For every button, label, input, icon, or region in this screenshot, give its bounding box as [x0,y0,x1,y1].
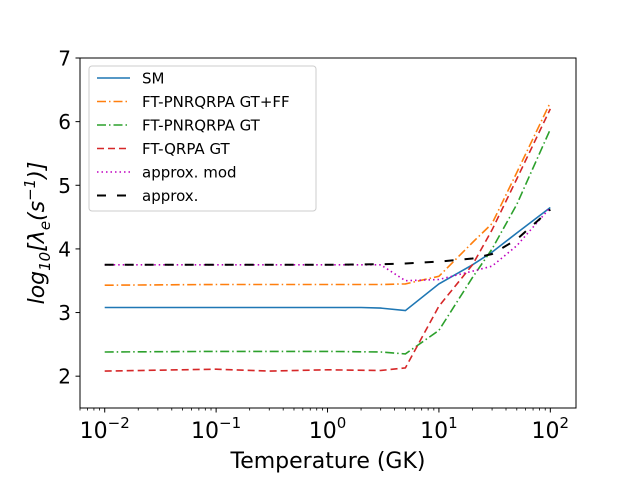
x-tick-label: 102 [532,414,570,444]
y-tick-label: 7 [58,47,71,71]
legend-box [88,65,317,212]
x-tick-label: 100 [309,414,347,444]
x-tick-layer: 10−2 10−1 100 101 102 [79,408,570,444]
y-tick-label: 5 [58,174,71,198]
y-tick-label: 4 [58,237,71,261]
legend-label-5: approx. [142,187,198,205]
x-tick-label: 101 [420,414,458,444]
series-line-3 [104,108,552,372]
legend-label-1: FT-PNRQRPA GT+FF [142,93,290,111]
legend-label-3: FT-QRPA GT [142,140,231,158]
x-tick-label: 10−2 [80,414,130,444]
series-line-0 [104,206,551,312]
series-line-1 [104,102,552,286]
y-tick-layer: 2 3 4 5 6 7 [58,47,80,389]
x-tick-label: 10−1 [191,414,241,444]
legend: SM FT-PNRQRPA GT+FF FT-PNRQRPA GT FT-QRPA G… [88,65,317,212]
x-axis-label: Temperature (GK) [230,449,426,474]
y-axis-label: log10[λe(s−1)] [21,162,54,305]
y-tick-label: 3 [58,301,71,325]
series-line-2 [104,128,552,355]
series-layer [104,102,552,372]
y-tick-label: 2 [58,365,71,389]
y-axis-label-subscript: 10 [36,252,54,271]
y-tick-label: 6 [58,110,71,134]
legend-label-0: SM [142,70,164,88]
legend-label-2: FT-PNRQRPA GT [142,117,261,135]
series-line-5 [104,208,551,266]
legend-label-4: approx. mod [142,164,237,182]
